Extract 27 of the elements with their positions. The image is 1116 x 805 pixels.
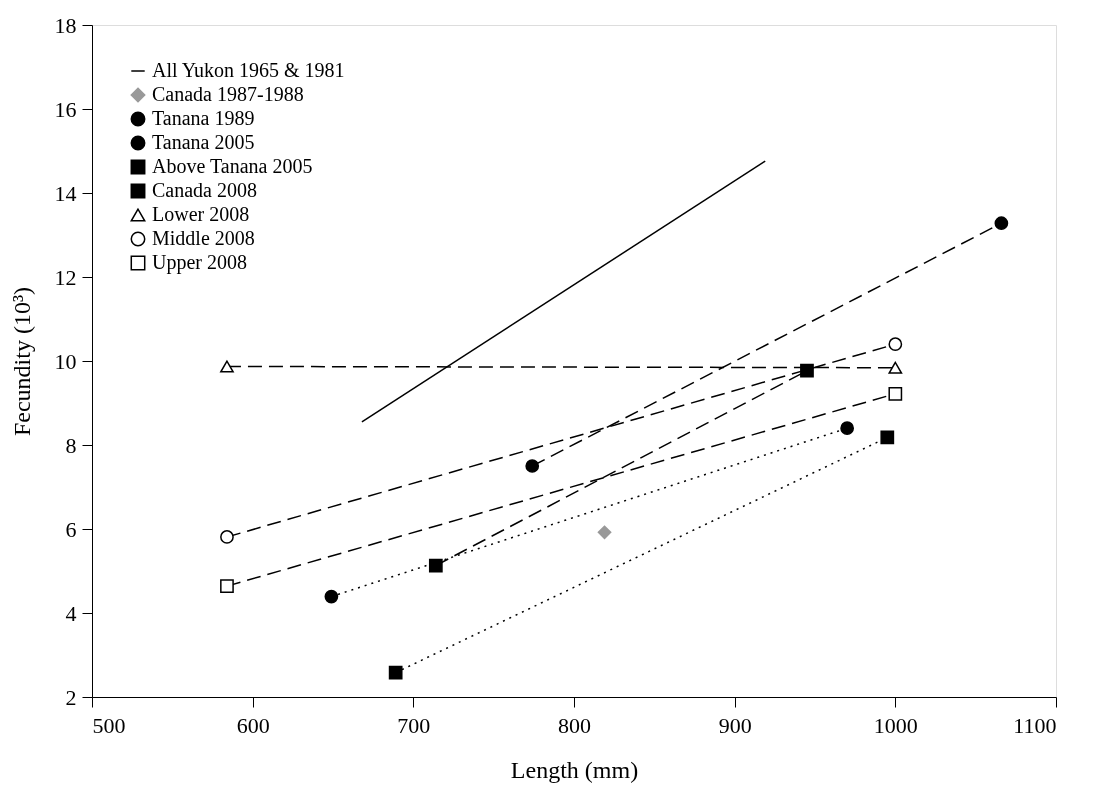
y-tick-label: 6 <box>65 516 77 542</box>
y-tick-label: 2 <box>65 684 77 710</box>
x-axis-title: Length (mm) <box>510 756 639 783</box>
x-tick-label: 700 <box>397 712 431 738</box>
y-tick-label: 12 <box>54 264 77 290</box>
x-tick-label: 600 <box>236 712 270 738</box>
y-tick-label: 18 <box>54 12 77 38</box>
x-tick-label: 900 <box>718 712 752 738</box>
legend-label: Tanana 2005 <box>152 131 255 153</box>
legend-label: Middle 2008 <box>152 227 255 249</box>
x-tick-label: 1100 <box>1013 712 1057 738</box>
legend-label: Canada 1987-1988 <box>152 83 304 105</box>
y-tick-label: 8 <box>65 432 77 458</box>
legend-label: Canada 2008 <box>152 179 257 201</box>
y-tick-label: 4 <box>65 600 77 626</box>
y-axis-title: Fecundity (10³) <box>8 286 35 437</box>
legend-label: Lower 2008 <box>152 203 250 225</box>
legend-label: Tanana 1989 <box>152 107 255 129</box>
legend-label: All Yukon 1965 & 1981 <box>152 59 345 81</box>
legend-label: Upper 2008 <box>152 251 247 274</box>
x-tick-label: 800 <box>558 712 591 738</box>
y-tick-label: 14 <box>54 180 77 206</box>
y-tick-label: 16 <box>54 96 77 122</box>
x-tick-label: 500 <box>92 712 126 738</box>
x-tick-label: 1000 <box>873 712 918 738</box>
y-tick-label: 10 <box>54 348 77 374</box>
legend-label: Above Tanana 2005 <box>152 155 313 177</box>
